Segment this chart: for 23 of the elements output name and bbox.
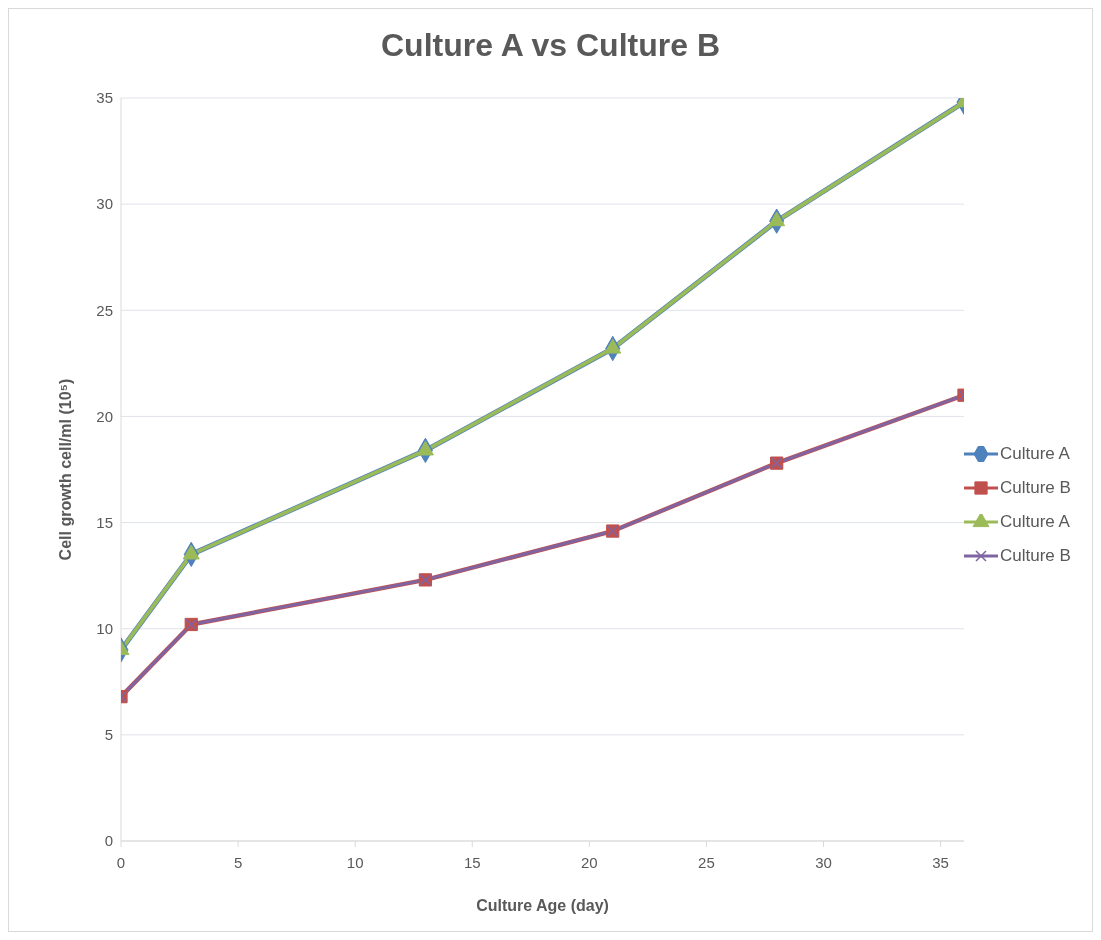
y-tick-label: 20 (96, 407, 113, 425)
y-axis-title: Cell growth cell/ml (10⁵) (57, 378, 74, 561)
x-tick-label: 10 (346, 853, 364, 871)
y-tick-label: 0 (104, 832, 113, 850)
x-tick-label: 20 (580, 853, 598, 871)
x-tick-label: 25 (698, 853, 715, 871)
legend-label: Culture B (1000, 546, 1071, 566)
x-tick-label: 5 (233, 853, 243, 871)
x-tick-label: 15 (463, 853, 481, 871)
x-axis-title: Culture Age (day) (476, 897, 609, 914)
y-tick-label: 30 (96, 195, 113, 213)
x-tick-label: 30 (815, 853, 832, 871)
y-tick-label: 25 (96, 301, 113, 319)
legend-label: Culture A (1000, 512, 1070, 532)
x-tick-label: 35 (932, 853, 949, 871)
y-tick-label: 15 (96, 513, 113, 531)
x-tick-label: 0 (116, 853, 126, 871)
legend-label: Culture A (1000, 444, 1070, 464)
legend-label: Culture B (1000, 478, 1071, 498)
y-tick-label: 5 (104, 726, 113, 744)
y-tick-label: 10 (96, 620, 113, 638)
chart-title: Culture A vs Culture B (380, 26, 721, 65)
y-tick-label: 35 (96, 89, 113, 107)
